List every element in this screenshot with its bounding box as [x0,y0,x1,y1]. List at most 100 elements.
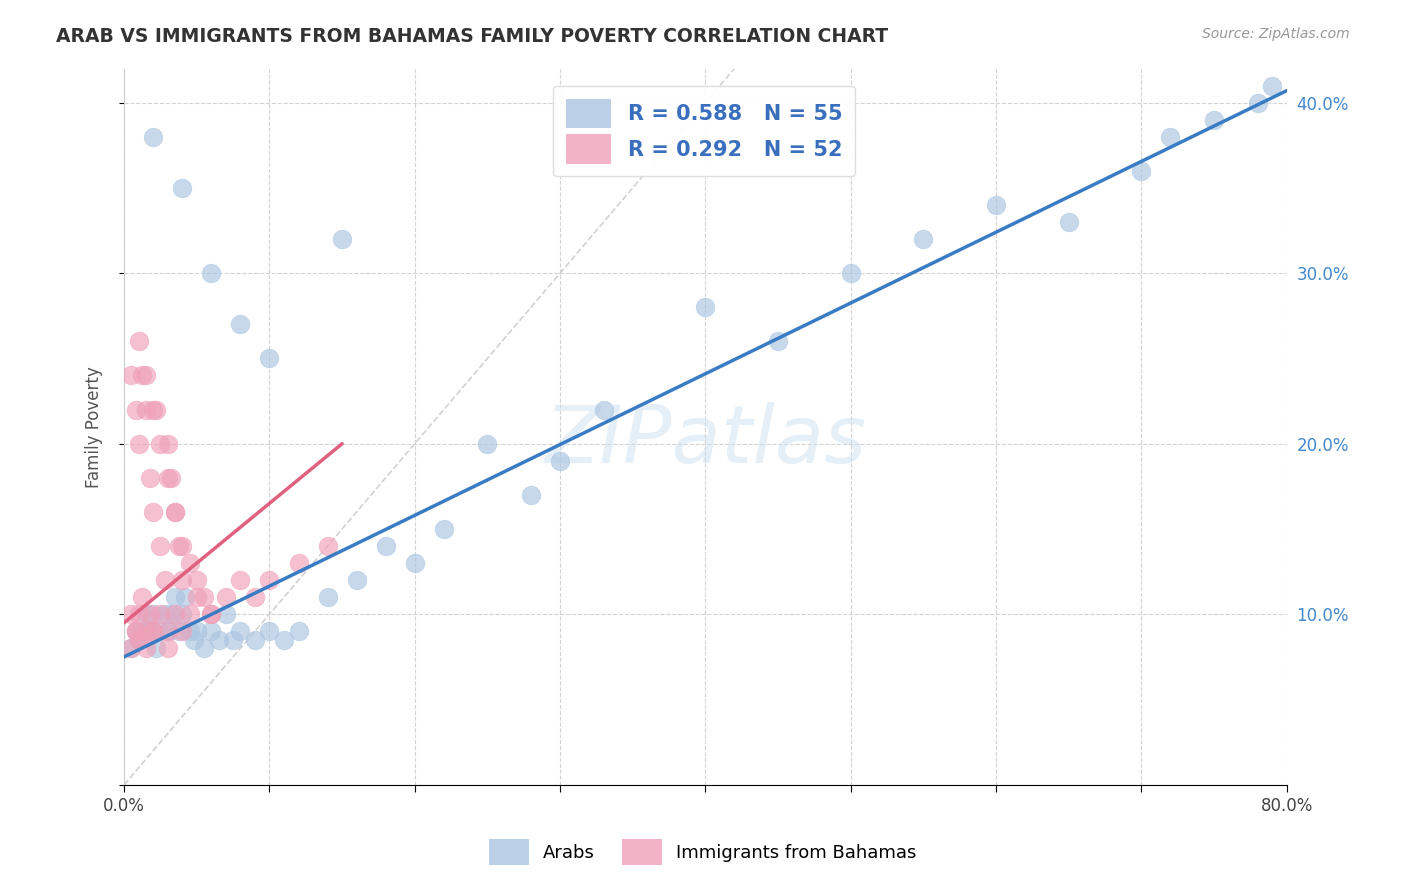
Point [172,573,194,587]
Point [229,573,252,587]
Point [139,624,162,639]
Point [120,368,142,383]
Point [179,607,201,622]
Point [156,641,179,656]
Point [153,607,176,622]
Point [139,471,162,485]
Point [128,632,150,647]
Point [172,181,194,195]
Point [346,573,368,587]
Point [183,632,205,647]
Point [200,607,222,622]
Point [186,590,208,604]
Point [273,632,295,647]
Point [149,539,172,553]
Point [169,624,191,639]
Point [374,539,396,553]
Point [120,641,142,656]
Point [135,368,157,383]
Point [172,607,194,622]
Point [1246,95,1268,110]
Point [149,624,172,639]
Point [207,632,229,647]
Point [163,505,186,519]
Point [200,607,222,622]
Legend: R = 0.588   N = 55, R = 0.292   N = 52: R = 0.588 N = 55, R = 0.292 N = 52 [553,87,855,177]
Point [125,402,148,417]
Point [912,232,935,246]
Point [153,573,176,587]
Point [1261,78,1284,93]
Point [163,607,186,622]
Point [128,436,150,450]
Point [259,624,281,639]
Point [135,607,157,622]
Point [128,607,150,622]
Point [163,590,186,604]
Point [135,402,157,417]
Point [156,471,179,485]
Point [193,590,215,604]
Point [193,641,215,656]
Point [131,590,153,604]
Point [131,368,153,383]
Point [215,590,238,604]
Point [125,624,148,639]
Point [145,402,167,417]
Point [149,607,172,622]
Point [477,436,499,450]
Text: ZIPatlas: ZIPatlas [544,402,866,480]
Point [215,607,238,622]
Point [125,624,148,639]
Point [120,607,142,622]
Point [179,624,201,639]
Point [128,632,150,647]
Point [222,632,245,647]
Point [159,471,181,485]
Point [135,641,157,656]
Text: Source: ZipAtlas.com: Source: ZipAtlas.com [1202,27,1350,41]
Point [1130,164,1153,178]
Point [229,318,252,332]
Point [169,539,191,553]
Point [592,402,614,417]
Point [142,624,165,639]
Point [404,556,426,570]
Point [200,624,222,639]
Point [120,641,142,656]
Point [159,607,181,622]
Point [125,624,148,639]
Point [142,505,165,519]
Point [229,624,252,639]
Point [433,522,456,536]
Point [142,607,165,622]
Point [142,624,165,639]
Point [520,488,543,502]
Point [186,573,208,587]
Point [548,454,571,468]
Point [766,334,789,349]
Point [1159,129,1181,144]
Point [287,624,309,639]
Point [243,590,266,604]
Point [163,505,186,519]
Point [287,556,309,570]
Point [145,641,167,656]
Point [330,232,353,246]
Text: ARAB VS IMMIGRANTS FROM BAHAMAS FAMILY POVERTY CORRELATION CHART: ARAB VS IMMIGRANTS FROM BAHAMAS FAMILY P… [56,27,889,45]
Y-axis label: Family Poverty: Family Poverty [86,366,103,488]
Point [259,351,281,366]
Point [131,624,153,639]
Point [243,632,266,647]
Point [139,607,162,622]
Point [186,624,208,639]
Point [259,573,281,587]
Point [142,129,165,144]
Point [128,334,150,349]
Point [179,556,201,570]
Point [839,266,862,280]
Point [142,402,165,417]
Point [695,300,717,314]
Point [200,266,222,280]
Point [316,539,339,553]
